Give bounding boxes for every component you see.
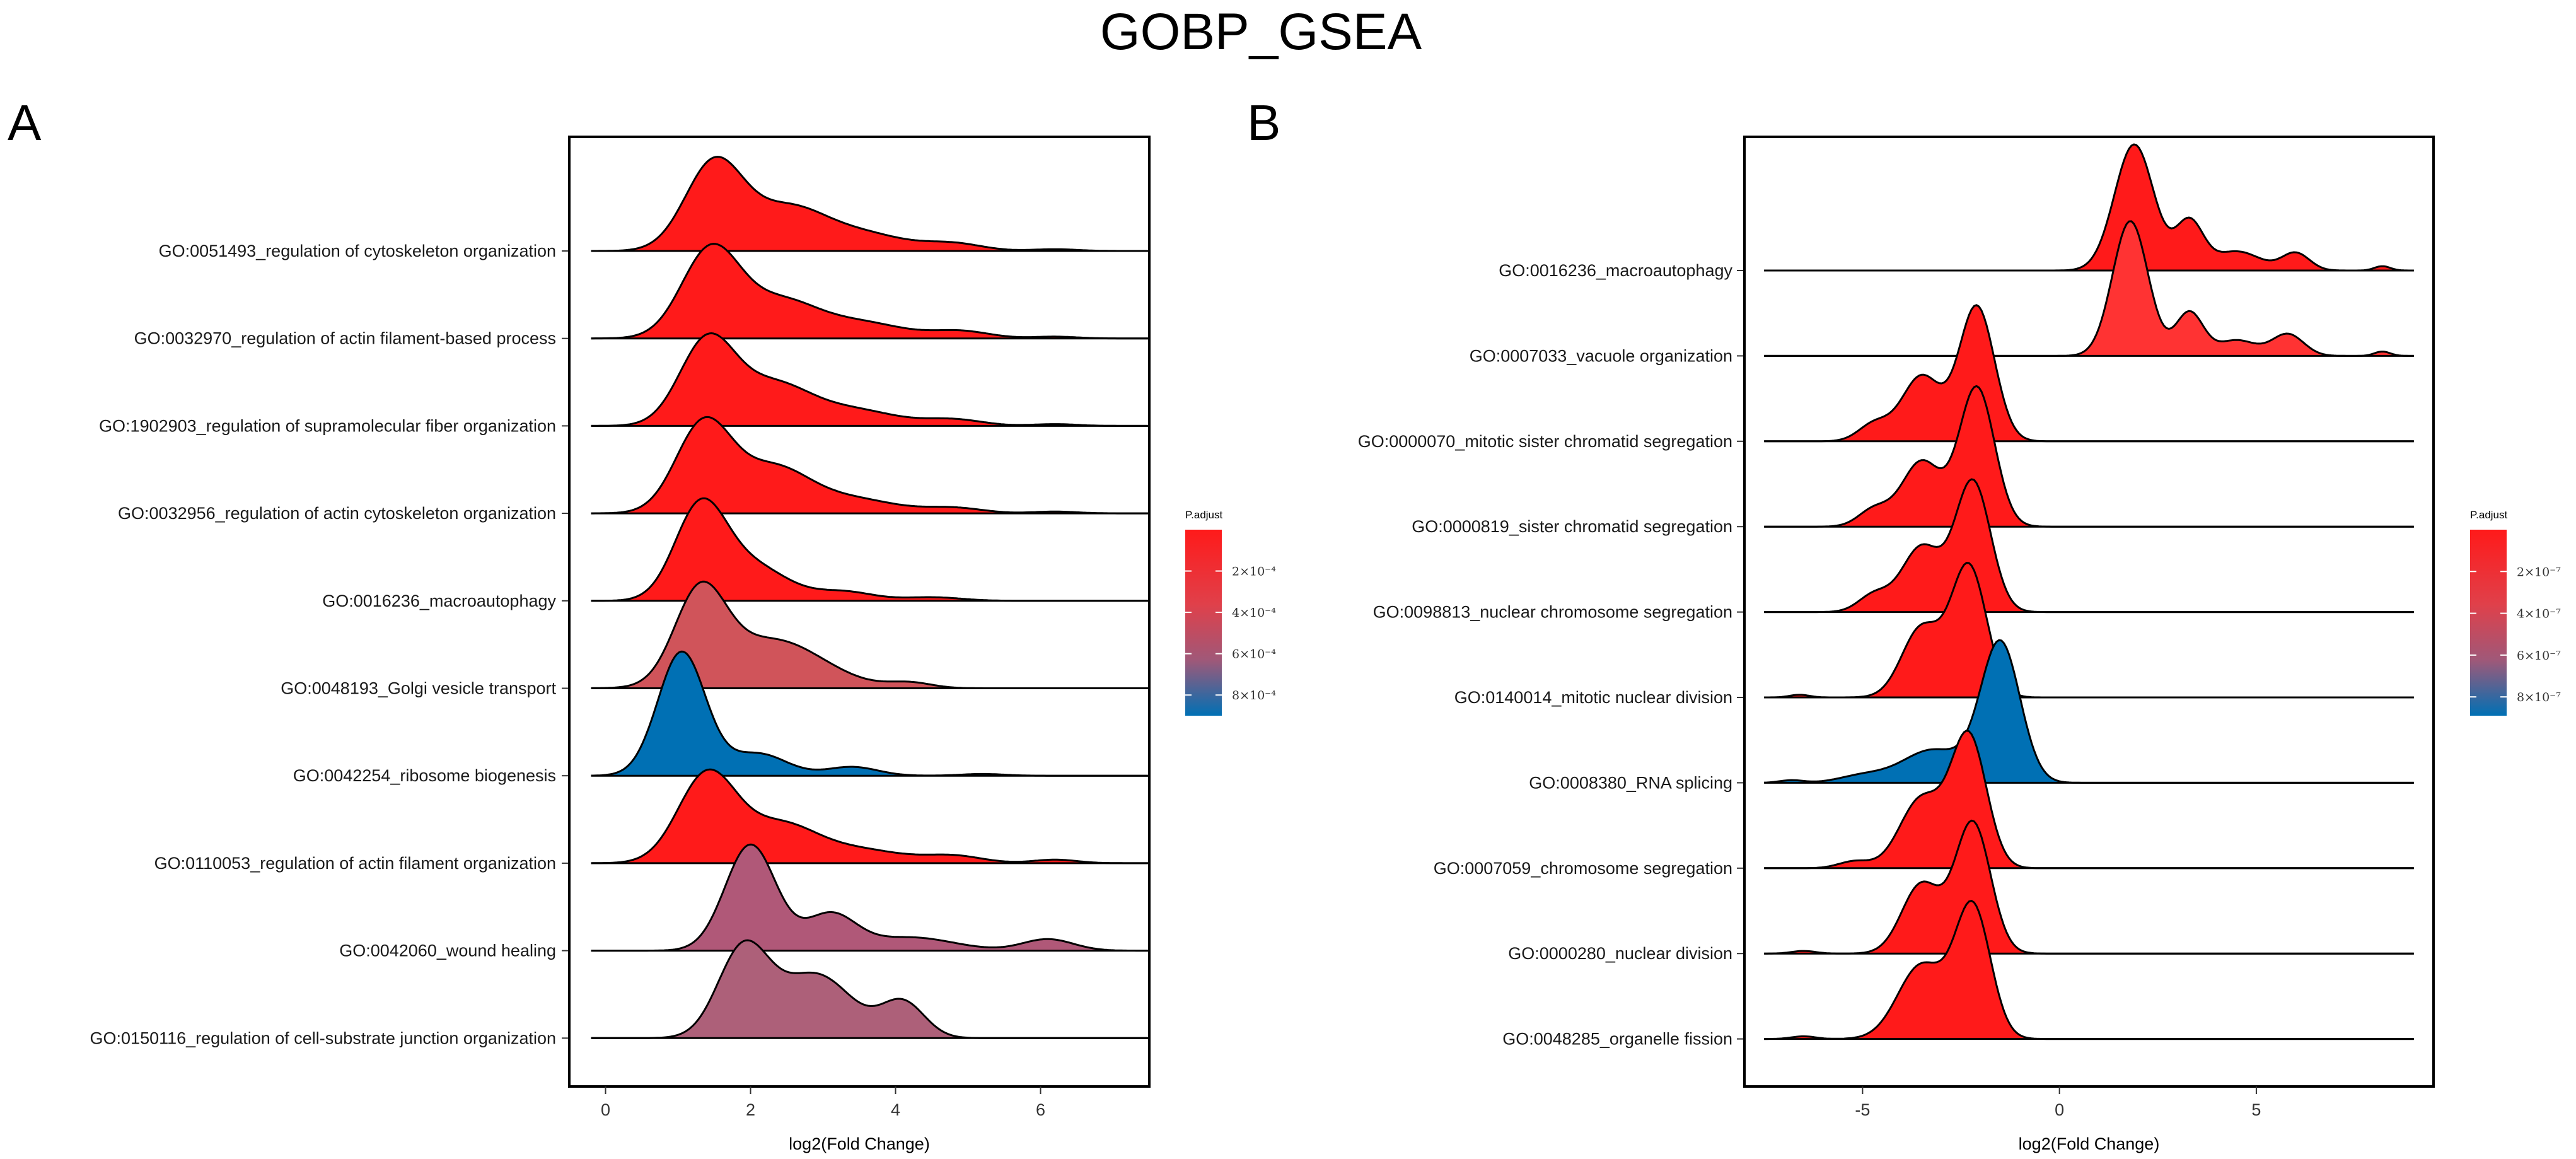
panel-a-legend-tick-label: 4×10⁻⁴ (1232, 606, 1276, 620)
panel-a-x-tick-label: 0 (601, 1100, 610, 1119)
panel-b-ridge-outline (1764, 730, 2414, 870)
panel-a-x-axis-label: log2(Fold Change) (789, 1134, 930, 1153)
panel-a-term-label: GO:0032970_regulation of actin filament-… (134, 329, 556, 348)
panel-a-ridge-outline (591, 843, 1149, 952)
panel-b-ridge-outline (1764, 819, 2414, 955)
panel-b-legend-tick-label: 4×10⁻⁷ (2517, 607, 2561, 621)
panel-a-x-tick-label: 2 (746, 1100, 755, 1119)
panel-b-term-label: GO:0000070_mitotic sister chromatid segr… (1358, 432, 1732, 451)
panel-a-term-label: GO:0110053_regulation of actin filament … (154, 854, 556, 873)
panel-b-ridge-fill (1764, 562, 2414, 697)
panel-a: GO:0051493_regulation of cytoskeleton or… (90, 136, 1276, 1153)
panel-b-term-label: GO:0016236_macroautophagy (1499, 261, 1732, 280)
panel-b-ridge-fill (1764, 479, 2414, 612)
panel-b-legend-tick-label: 8×10⁻⁷ (2517, 690, 2561, 704)
panel-a-term-label: GO:0016236_macroautophagy (322, 591, 556, 610)
panel-a-ridge-fill (591, 333, 1149, 426)
panel-b-term-label: GO:0098813_nuclear chromosome segregatio… (1373, 603, 1732, 622)
panel-b-x-axis-label: log2(Fold Change) (2019, 1134, 2160, 1153)
panel-b-ridge-outline (1764, 385, 2414, 528)
panel-b-term-label: GO:0007033_vacuole organization (1470, 346, 1732, 365)
panel-b-ridge-outline (1764, 900, 2414, 1040)
panel-b-ridge-fill (1764, 221, 2414, 356)
panel-b-ridge-outline (1764, 304, 2414, 443)
panel-a-ridge-fill (591, 769, 1149, 863)
panel-b-x-tick-label: 0 (2055, 1100, 2064, 1119)
panel-a-term-label: GO:0042254_ribosome biogenesis (293, 766, 556, 785)
panel-b-x-tick-label: 5 (2251, 1100, 2261, 1119)
panel-a-ridge-fill (591, 651, 1149, 776)
panel-a-ridge-fill (591, 417, 1149, 514)
panel-b-legend-colorbar (2470, 530, 2507, 716)
panel-b-legend-title: P.adjust (2470, 509, 2508, 521)
panel-a-legend-tick-label: 6×10⁻⁴ (1232, 648, 1276, 661)
panel-a-legend-colorbar (1185, 530, 1222, 716)
panel-a-ridge-fill (591, 844, 1149, 951)
panel-b-term-label: GO:0048285_organelle fission (1502, 1030, 1732, 1049)
panel-b-label: B (1247, 95, 1280, 151)
panel-a-label: A (8, 95, 42, 151)
panel-b-x-tick-label: -5 (1855, 1100, 1870, 1119)
panel-a-ridge-outline (591, 332, 1149, 427)
panel-a-plot-frame (568, 136, 1151, 1088)
panel-a-x-tick-label: 4 (891, 1100, 900, 1119)
panel-a-ridge-fill (591, 156, 1149, 251)
panel-a-term-label: GO:0150116_regulation of cell-substrate … (90, 1028, 556, 1047)
panel-a-x-tick-label: 6 (1036, 1100, 1045, 1119)
panel-b-ridge-outline (1764, 220, 2414, 357)
panel-b-legend-tick-label: 6×10⁻⁷ (2517, 649, 2561, 663)
panel-a-term-label: GO:0048193_Golgi vesicle transport (281, 679, 556, 698)
panel-a-ridge-fill (591, 581, 1149, 689)
panel-a-ridge-fill (591, 940, 1149, 1039)
panel-a-ridge-fill (591, 498, 1149, 601)
panel-b-ridge-fill (1764, 640, 2414, 783)
panel-a-ridge-outline (591, 416, 1149, 515)
panel-a-term-label: GO:0042060_wound healing (339, 941, 556, 960)
panel-b-term-label: GO:0007059_chromosome segregation (1434, 859, 1732, 878)
panel-b-ridge-fill (1764, 144, 2414, 271)
panel-b-term-label: GO:0000819_sister chromatid segregation (1412, 517, 1732, 536)
panel-a-ridge-fill (591, 243, 1149, 339)
panel-b-term-label: GO:0008380_RNA splicing (1529, 773, 1732, 792)
panel-a-term-label: GO:0032956_regulation of actin cytoskele… (118, 504, 556, 523)
panel-a-ridge-outline (591, 156, 1149, 252)
panel-b-ridge-outline (1764, 143, 2414, 272)
panel-b-ridge-fill (1764, 305, 2414, 441)
panel-a-ridge-outline (591, 768, 1149, 865)
panel-a-legend-tick-label: 2×10⁻⁴ (1232, 565, 1276, 579)
panel-b-ridge-outline (1764, 478, 2414, 614)
panel-a-term-label: GO:0051493_regulation of cytoskeleton or… (159, 242, 556, 260)
panel-b-term-label: GO:0000280_nuclear division (1508, 944, 1732, 963)
panel-a-legend-title: P.adjust (1185, 509, 1223, 521)
panel-b-ridge-outline (1764, 562, 2414, 699)
panel-b-ridge-fill (1764, 730, 2414, 868)
panel-a-legend-tick-label: 8×10⁻⁴ (1232, 689, 1276, 702)
panel-b-plot-frame (1743, 136, 2435, 1088)
panel-b-ridge-outline (1764, 639, 2414, 784)
panel-b-ridge-fill (1764, 386, 2414, 527)
panel-b-ridge-fill (1764, 900, 2414, 1039)
figure-title: GOBP_GSEA (1100, 3, 1422, 61)
panel-b-ridge-fill (1764, 820, 2414, 954)
panel-b: GO:0016236_macroautophagy GO:0007033_vacu… (1358, 136, 2561, 1153)
panel-a-ridge-outline (591, 243, 1149, 340)
panel-a-term-label: GO:1902903_regulation of supramolecular … (99, 416, 556, 435)
panel-b-term-label: GO:0140014_mitotic nuclear division (1454, 688, 1732, 707)
panel-b-legend-tick-label: 2×10⁻⁷ (2517, 565, 2561, 579)
